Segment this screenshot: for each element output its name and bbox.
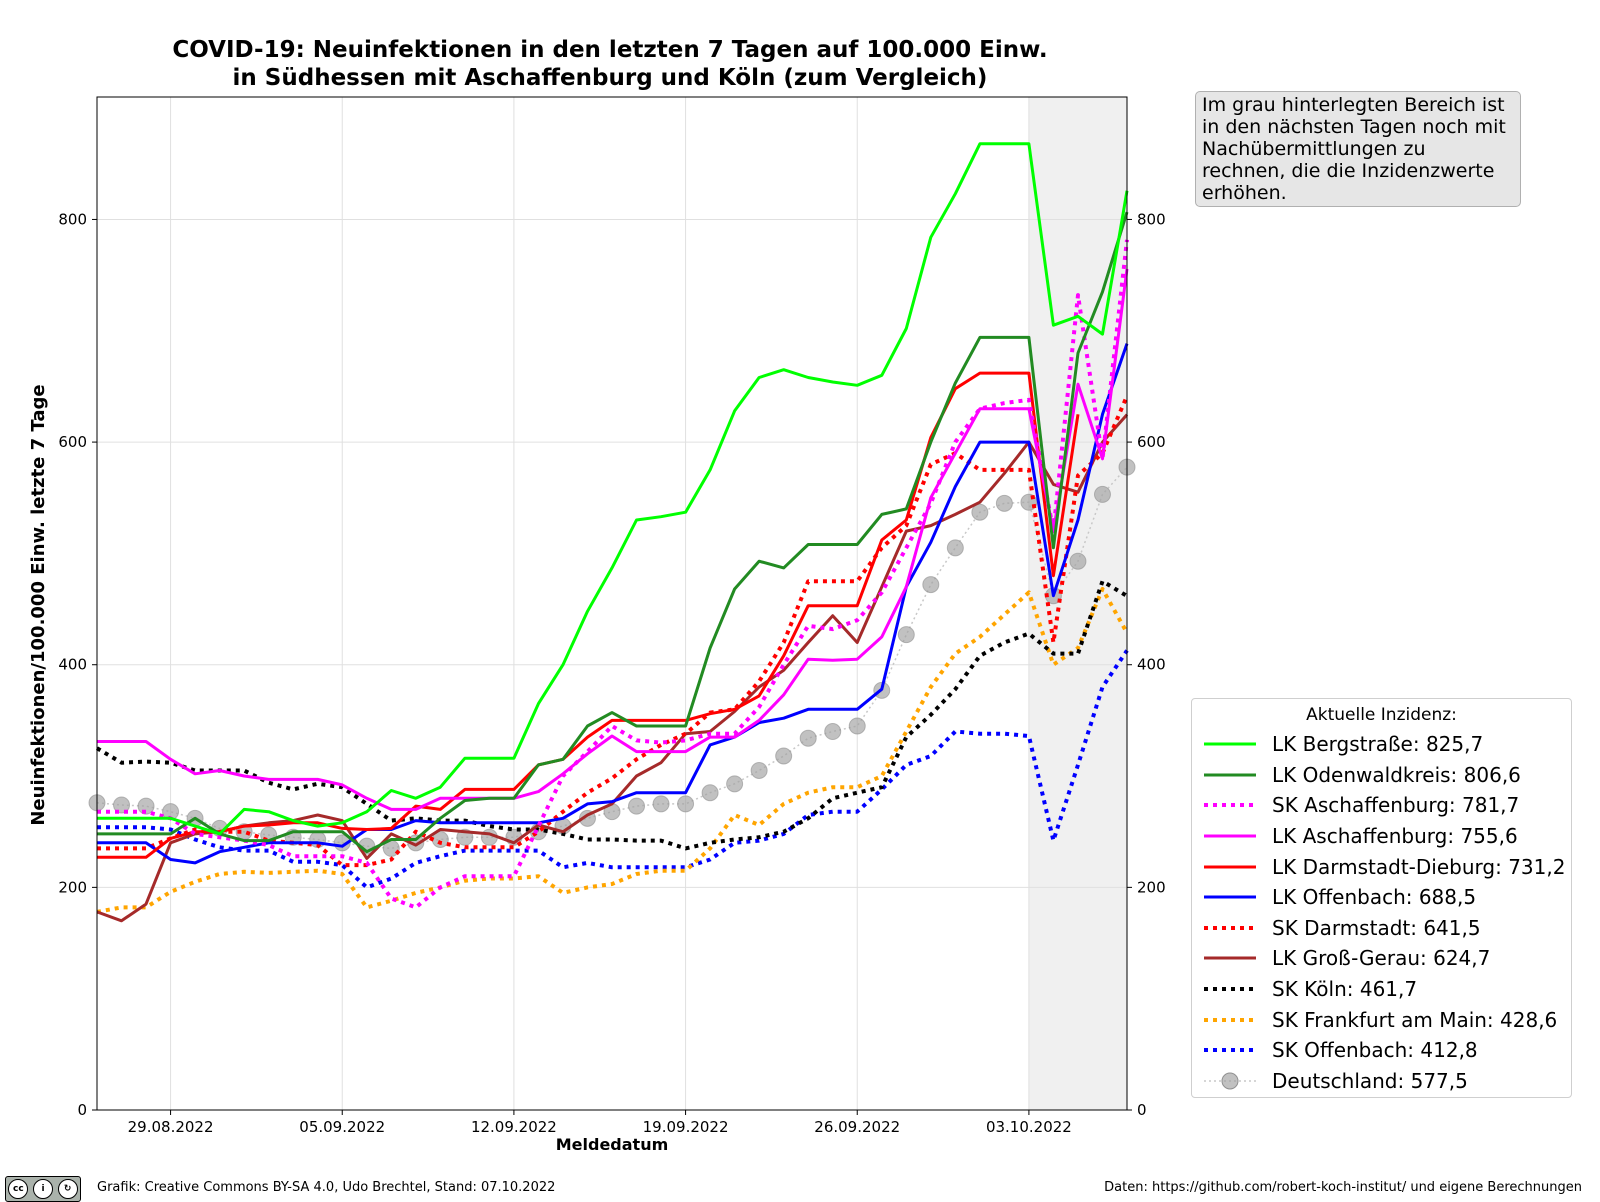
legend-items: LK Bergstraße: 825,7 LK Odenwaldkreis: 80…: [1192, 729, 1571, 1096]
point-deutschland: [701, 784, 719, 802]
series-line-lk-odenwaldkreis: [97, 211, 1129, 854]
legend-item-sk-aschaffenburg: SK Aschaffenburg: 781,7: [1192, 790, 1571, 821]
footer-data-source: Daten: https://github.com/robert-koch-in…: [1104, 1180, 1582, 1195]
chart-title-line2: in Südhessen mit Aschaffenburg und Köln …: [232, 65, 988, 91]
legend-label: LK Aschaffenburg: 755,6: [1272, 824, 1518, 849]
legend-label: SK Offenbach: 412,8: [1272, 1038, 1478, 1063]
x-axis-label: Meldedatum: [556, 1135, 669, 1154]
series-line-lk-aschaffenburg: [97, 268, 1129, 811]
point-deutschland: [113, 796, 131, 814]
point-deutschland: [677, 795, 695, 813]
legend-title: Aktuelle Inzidenz:: [1306, 705, 1457, 725]
legend-swatch: [1204, 803, 1256, 808]
chart-title-line1: COVID-19: Neuinfektionen in den letzten …: [172, 37, 1048, 63]
legend-item-lk-gro-gerau: LK Groß-Gerau: 624,7: [1192, 943, 1571, 974]
point-deutschland: [775, 747, 793, 765]
legend-item-deutschland: Deutschland: 577,5: [1192, 1066, 1571, 1097]
point-deutschland: [971, 503, 989, 521]
legend-item-lk-bergstra-e: LK Bergstraße: 825,7: [1192, 729, 1571, 760]
legend-swatch: [1204, 865, 1256, 869]
point-deutschland: [1093, 485, 1111, 503]
legend-label: LK Bergstraße: 825,7: [1272, 732, 1484, 757]
plot-background: [97, 97, 1127, 1110]
series-line-sk-frankfurt-am-main: [96, 587, 1129, 914]
legend-item-lk-offenbach: LK Offenbach: 688,5: [1192, 882, 1571, 913]
x-tick-label: 19.09.2022: [643, 1118, 729, 1136]
note-box: Im grau hinterlegten Bereich ist in den …: [1195, 91, 1521, 207]
legend-label: SK Frankfurt am Main: 428,6: [1272, 1007, 1558, 1032]
legend-item-sk-k-ln: SK Köln: 461,7: [1192, 974, 1571, 1005]
axis-ticks: 0 0 200 200 400 400 600 600 800 800 29.08.2022 05.0…: [58, 210, 1165, 1136]
legend-swatch: [1204, 925, 1256, 930]
legend-swatch: [1204, 1072, 1256, 1090]
legend-swatch: [1204, 773, 1256, 777]
plot-frame: [96, 96, 1128, 1111]
y-tick-label-right: 0: [1137, 1101, 1147, 1119]
series-lines: [88, 142, 1136, 923]
legend-item-lk-darmstadt-dieburg: LK Darmstadt-Dieburg: 731,2: [1192, 851, 1571, 882]
y-tick-label-left: 0: [77, 1101, 87, 1119]
legend-item-lk-odenwaldkreis: LK Odenwaldkreis: 806,6: [1192, 760, 1571, 791]
point-deutschland: [922, 576, 940, 594]
legend-swatch-marker: [1221, 1072, 1239, 1090]
y-tick-label-left: 400: [58, 656, 87, 674]
x-tick-label: 12.09.2022: [471, 1118, 557, 1136]
series-line-sk-aschaffenburg: [97, 239, 1129, 910]
y-tick-label-left: 800: [58, 210, 87, 228]
legend-label: LK Groß-Gerau: 624,7: [1272, 946, 1491, 971]
y-tick-label-right: 600: [1137, 433, 1166, 451]
point-deutschland: [750, 761, 768, 779]
point-deutschland: [897, 626, 915, 644]
legend-label: SK Darmstadt: 641,5: [1272, 915, 1481, 940]
series-line-sk-k-ln: [95, 579, 1129, 851]
series-line-sk-offenbach: [97, 649, 1129, 890]
legend-swatch: [1204, 987, 1256, 992]
point-deutschland: [726, 775, 744, 793]
legend-label: LK Darmstadt-Dieburg: 731,2: [1272, 854, 1566, 879]
legend-item-sk-offenbach: SK Offenbach: 412,8: [1192, 1035, 1571, 1066]
footer-credit: Grafik: Creative Commons BY-SA 4.0, Udo …: [97, 1180, 556, 1195]
x-tick-label: 03.10.2022: [986, 1118, 1072, 1136]
cc-license-badge: cc i ↻: [5, 1176, 81, 1202]
y-tick-label-left: 600: [58, 433, 87, 451]
by-icon: i: [32, 1179, 53, 1199]
point-deutschland: [824, 723, 842, 741]
y-tick-label-left: 200: [58, 878, 87, 896]
sa-icon: ↻: [57, 1179, 78, 1199]
point-deutschland: [1069, 552, 1087, 570]
legend-swatch: [1204, 834, 1256, 838]
legend-item-lk-aschaffenburg: LK Aschaffenburg: 755,6: [1192, 821, 1571, 852]
point-deutschland: [995, 494, 1013, 512]
series-line-lk-gro-gerau: [96, 413, 1129, 923]
series-line-lk-bergstra-e: [97, 142, 1129, 836]
x-tick-label: 26.09.2022: [814, 1118, 900, 1136]
legend-swatch: [1204, 956, 1256, 960]
legend-swatch: [1204, 895, 1256, 899]
point-deutschland: [946, 539, 964, 557]
y-tick-label-right: 800: [1137, 210, 1166, 228]
x-tick-label: 29.08.2022: [128, 1118, 214, 1136]
y-tick-label-right: 400: [1137, 656, 1166, 674]
legend-label: LK Offenbach: 688,5: [1272, 885, 1477, 910]
point-deutschland: [848, 717, 866, 735]
point-deutschland: [799, 729, 817, 747]
point-deutschland: [652, 795, 670, 813]
legend-label: SK Köln: 461,7: [1272, 977, 1418, 1002]
legend-item-sk-frankfurt-am-main: SK Frankfurt am Main: 428,6: [1192, 1004, 1571, 1035]
legend-item-sk-darmstadt: SK Darmstadt: 641,5: [1192, 913, 1571, 944]
legend-label: Deutschland: 577,5: [1272, 1068, 1468, 1093]
x-tick-label: 05.09.2022: [299, 1118, 385, 1136]
series-line-lk-offenbach: [97, 343, 1129, 865]
y-tick-label-right: 200: [1137, 878, 1166, 896]
legend-swatch: [1204, 1048, 1256, 1053]
legend-swatch: [1204, 1017, 1256, 1022]
legend-label: LK Odenwaldkreis: 806,6: [1272, 762, 1521, 787]
legend: Aktuelle Inzidenz: LK Bergstraße: 825,7 L…: [1191, 698, 1572, 1098]
legend-swatch: [1204, 742, 1256, 746]
y-axis-label: Neuinfektionen/100.000 Einw. letzte 7 Ta…: [28, 384, 49, 825]
legend-label: SK Aschaffenburg: 781,7: [1272, 793, 1520, 818]
cc-icon: cc: [8, 1179, 29, 1199]
point-deutschland: [628, 797, 646, 815]
